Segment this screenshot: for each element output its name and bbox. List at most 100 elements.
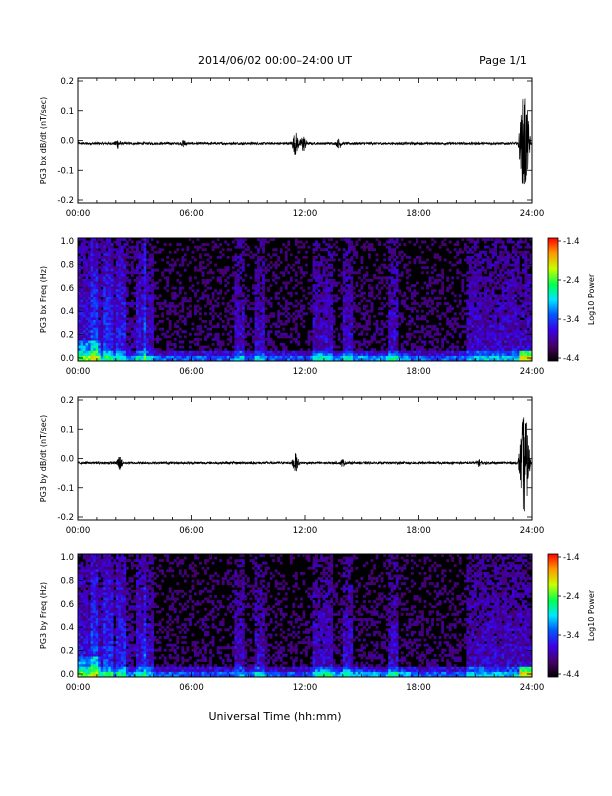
spectrogram-cell bbox=[381, 312, 384, 315]
spectrogram-cell bbox=[421, 271, 424, 274]
spectrogram-cell bbox=[202, 282, 205, 285]
spectrogram-cell bbox=[229, 317, 232, 320]
spectrogram-cell bbox=[133, 279, 136, 282]
spectrogram-cell bbox=[262, 243, 265, 246]
spectrogram-cell bbox=[368, 287, 371, 290]
spectrogram-cell bbox=[126, 343, 129, 346]
spectrogram-cell bbox=[474, 317, 477, 320]
spectrogram-cell bbox=[358, 348, 361, 351]
spectrogram-cell bbox=[487, 335, 490, 338]
spectrogram-cell bbox=[128, 256, 131, 259]
spectrogram-cell bbox=[403, 266, 406, 269]
spectrogram-cell bbox=[199, 328, 202, 331]
spectrogram-cell bbox=[136, 351, 139, 354]
spectrogram-cell bbox=[242, 259, 245, 262]
spectrogram-cell bbox=[280, 261, 283, 264]
spectrogram-cell bbox=[484, 325, 487, 328]
spectrogram-cell bbox=[353, 251, 356, 254]
spectrogram-cell bbox=[242, 338, 245, 341]
spectrogram-cell bbox=[146, 320, 149, 323]
spectrogram-cell bbox=[101, 243, 104, 246]
spectrogram-cell bbox=[295, 351, 298, 354]
spectrogram-cell bbox=[451, 351, 454, 354]
spectrogram-cell bbox=[81, 338, 84, 341]
spectrogram-cell bbox=[121, 348, 124, 351]
spectrogram-cell bbox=[487, 346, 490, 349]
spectrogram-cell bbox=[265, 259, 268, 262]
spectrogram-cell bbox=[297, 310, 300, 313]
spectrogram-cell bbox=[93, 292, 96, 295]
spectrogram-cell bbox=[88, 246, 91, 249]
spectrogram-cell bbox=[88, 310, 91, 313]
spectrogram-cell bbox=[169, 341, 172, 344]
spectrogram-cell bbox=[151, 284, 154, 287]
spectrogram-cell bbox=[262, 351, 265, 354]
spectrogram-cell bbox=[280, 323, 283, 326]
spectrogram-cell bbox=[504, 312, 507, 315]
spectrogram-cell bbox=[83, 287, 86, 290]
spectrogram-cell bbox=[108, 243, 111, 246]
spectrogram-cell bbox=[285, 305, 288, 308]
spectrogram-cell bbox=[383, 276, 386, 279]
spectrogram-cell bbox=[487, 341, 490, 344]
spectrogram-cell bbox=[239, 300, 242, 303]
spectrogram-cell bbox=[103, 271, 106, 274]
spectrogram-cell bbox=[181, 330, 184, 333]
spectrogram-cell bbox=[348, 287, 351, 290]
spectrogram-cell bbox=[492, 325, 495, 328]
spectrogram-cell bbox=[383, 243, 386, 246]
spectrogram-cell bbox=[363, 315, 366, 318]
spectrogram-cell bbox=[96, 320, 99, 323]
spectrogram-cell bbox=[381, 264, 384, 267]
spectrogram-cell bbox=[421, 348, 424, 351]
spectrogram-cell bbox=[509, 269, 512, 272]
spectrogram-cell bbox=[464, 274, 467, 277]
spectrogram-cell bbox=[366, 356, 369, 359]
spectrogram-cell bbox=[348, 346, 351, 349]
spectrogram-cell bbox=[313, 243, 316, 246]
spectrogram-cell bbox=[436, 330, 439, 333]
spectrogram-cell bbox=[159, 328, 162, 331]
spectrogram-cell bbox=[282, 297, 285, 300]
spectrogram-cell bbox=[239, 305, 242, 308]
spectrogram-cell bbox=[290, 279, 293, 282]
spectrogram-cell bbox=[111, 271, 114, 274]
spectrogram-cell bbox=[139, 353, 142, 356]
spectrogram-cell bbox=[83, 320, 86, 323]
spectrogram-cell bbox=[355, 241, 358, 244]
spectrogram-cell bbox=[212, 292, 215, 295]
spectrogram-cell bbox=[139, 328, 142, 331]
spectrogram-cell bbox=[93, 269, 96, 272]
spectrogram-cell bbox=[484, 330, 487, 333]
spectrogram-cell bbox=[502, 317, 505, 320]
spectrogram-cell bbox=[512, 276, 515, 279]
spectrogram-cell bbox=[242, 266, 245, 269]
spectrogram-cell bbox=[517, 333, 520, 336]
spectrogram-cell bbox=[499, 305, 502, 308]
spectrogram-cell bbox=[262, 315, 265, 318]
spectrogram-cell bbox=[151, 246, 154, 249]
spectrogram-cell bbox=[272, 346, 275, 349]
spectrogram-cell bbox=[484, 356, 487, 359]
spectrogram-cell bbox=[234, 312, 237, 315]
spectrogram-cell bbox=[260, 243, 263, 246]
spectrogram-cell bbox=[416, 348, 419, 351]
spectrogram-cell bbox=[101, 346, 104, 349]
spectrogram-cell bbox=[497, 343, 500, 346]
spectrogram-cell bbox=[91, 348, 94, 351]
spectrogram-cell bbox=[93, 289, 96, 292]
spectrogram-cell bbox=[449, 346, 452, 349]
spectrogram-cell bbox=[360, 351, 363, 354]
spectrogram-cell bbox=[252, 256, 255, 259]
spectrogram-cell bbox=[144, 312, 147, 315]
spectrogram-cell bbox=[295, 243, 298, 246]
spectrogram-cell bbox=[474, 353, 477, 356]
spectrogram-cell bbox=[91, 266, 94, 269]
spectrogram-cell bbox=[197, 333, 200, 336]
spectrogram-cell bbox=[118, 341, 121, 344]
spectrogram-cell bbox=[239, 330, 242, 333]
spectrogram-cell bbox=[123, 302, 126, 305]
spectrogram-cell bbox=[396, 351, 399, 354]
spectrogram-cell bbox=[393, 315, 396, 318]
